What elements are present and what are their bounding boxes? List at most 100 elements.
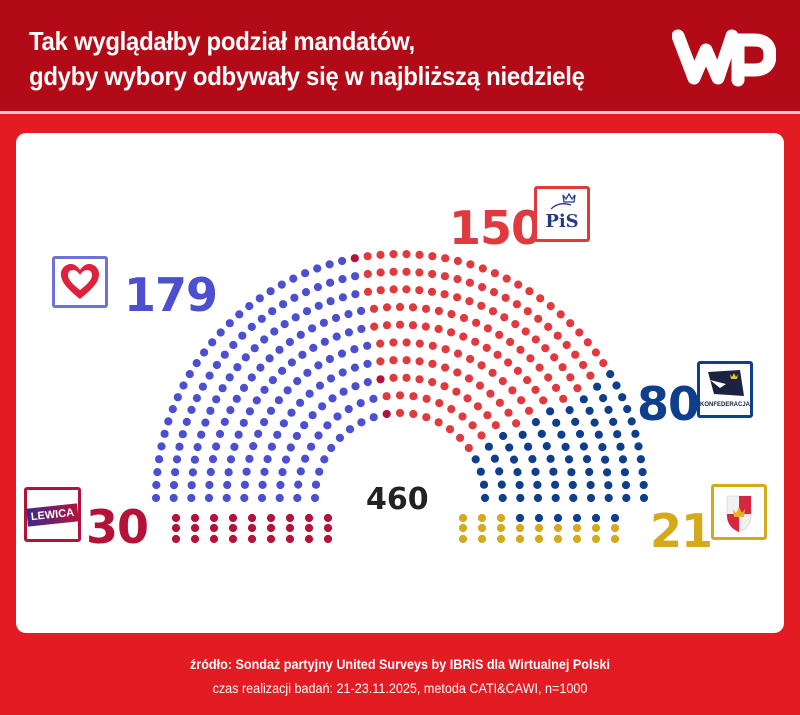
seat-dot bbox=[490, 454, 499, 463]
seat-dot bbox=[283, 386, 292, 395]
seat-dot bbox=[458, 513, 468, 523]
seat-dot bbox=[175, 442, 184, 451]
seat-dot bbox=[226, 406, 235, 415]
seat-dot bbox=[639, 480, 648, 490]
seat-dot bbox=[498, 377, 507, 386]
seat-dot bbox=[190, 523, 200, 533]
seat-dot bbox=[260, 467, 269, 476]
seat-dot bbox=[255, 294, 264, 303]
seat-dot bbox=[509, 455, 519, 464]
seat-dot bbox=[524, 442, 533, 451]
seat-dot bbox=[463, 394, 472, 403]
seat-dot bbox=[247, 523, 257, 533]
seat-dot bbox=[357, 324, 366, 334]
seat-dot bbox=[531, 418, 541, 427]
seat-dot bbox=[245, 407, 254, 416]
coat-of-arms-icon bbox=[726, 495, 752, 533]
seat-dot bbox=[618, 393, 627, 402]
seat-dot bbox=[534, 513, 544, 523]
seat-dot bbox=[591, 523, 601, 533]
seat-dot bbox=[579, 442, 589, 451]
seat-dot bbox=[228, 534, 238, 544]
seat-dot bbox=[557, 430, 566, 439]
seat-dot bbox=[568, 480, 577, 490]
seat-dot bbox=[240, 493, 249, 503]
seat-dot bbox=[247, 373, 256, 382]
page-title: Tak wyglądałby podział mandatów, gdyby w… bbox=[29, 24, 585, 94]
seat-dot bbox=[434, 306, 443, 316]
seat-dot bbox=[489, 288, 499, 297]
seat-dot bbox=[458, 412, 467, 421]
seat-dot bbox=[293, 493, 302, 503]
seat-dot bbox=[471, 455, 480, 464]
seat-dot bbox=[277, 280, 286, 289]
seat-dot bbox=[572, 523, 582, 533]
seat-dot bbox=[513, 366, 523, 375]
seat-dot bbox=[477, 534, 487, 544]
seat-dot bbox=[331, 313, 341, 323]
eagle-icon bbox=[708, 370, 744, 396]
seat-dot bbox=[247, 534, 257, 544]
seat-dot bbox=[222, 493, 231, 503]
seat-dot bbox=[613, 430, 622, 439]
seat-dot bbox=[301, 454, 310, 463]
seat-dot bbox=[257, 493, 267, 503]
seat-dot bbox=[590, 418, 599, 427]
seat-dot bbox=[566, 319, 575, 328]
seat-dot bbox=[206, 467, 215, 477]
seat-dot bbox=[320, 337, 329, 346]
seat-dot bbox=[389, 338, 398, 347]
footer: źródło: Sondaż partyjny United Surveys b… bbox=[0, 652, 800, 700]
seat-dot bbox=[389, 267, 398, 276]
seat-dot bbox=[323, 421, 332, 430]
seat-dot bbox=[187, 405, 196, 414]
seat-dot bbox=[516, 345, 525, 354]
seat-dot bbox=[639, 493, 649, 503]
seat-dot bbox=[205, 371, 214, 380]
seat-dot bbox=[562, 340, 571, 350]
seat-dot bbox=[276, 480, 285, 490]
wp-logo-icon bbox=[672, 29, 776, 87]
seat-dot bbox=[531, 335, 540, 344]
seat-dot bbox=[495, 398, 504, 407]
seat-dot bbox=[422, 394, 431, 403]
seat-dot bbox=[318, 402, 327, 411]
seat-dot bbox=[356, 399, 365, 408]
seat-dot bbox=[465, 278, 474, 287]
seat-dot bbox=[287, 358, 296, 367]
seat-dot bbox=[458, 523, 468, 533]
seat-dot bbox=[382, 409, 391, 419]
seat-dot bbox=[473, 402, 482, 411]
seat-dot bbox=[285, 523, 295, 533]
seat-dot bbox=[225, 373, 234, 382]
seat-dot bbox=[256, 363, 265, 372]
seat-dot bbox=[542, 442, 551, 451]
seat-dot bbox=[500, 313, 509, 322]
seat-dot bbox=[598, 443, 607, 452]
seat-dot bbox=[546, 407, 555, 416]
seat-dot bbox=[466, 354, 475, 364]
seat-dot bbox=[311, 480, 321, 489]
seat-dot bbox=[173, 393, 182, 402]
seat-dot bbox=[579, 395, 588, 404]
seat-dot bbox=[575, 328, 584, 337]
seat-dot bbox=[363, 359, 372, 368]
seat-dot bbox=[172, 455, 182, 464]
seat-dot bbox=[468, 421, 477, 430]
seat-dot bbox=[216, 328, 225, 337]
seat-dot bbox=[323, 534, 333, 544]
seat-dot bbox=[218, 384, 227, 393]
seat-dot bbox=[514, 280, 523, 289]
seat-dot bbox=[301, 288, 311, 297]
seat-dot bbox=[604, 481, 613, 490]
seat-dot bbox=[546, 302, 555, 311]
seat-dot bbox=[345, 425, 355, 434]
seat-dot bbox=[304, 513, 314, 523]
seat-dot bbox=[585, 406, 594, 415]
seat-dot bbox=[370, 322, 379, 331]
seat-dot bbox=[422, 413, 431, 422]
seat-dot bbox=[593, 382, 602, 391]
seat-dot bbox=[434, 324, 443, 334]
seat-dot bbox=[498, 493, 507, 503]
seat-dot bbox=[171, 534, 181, 544]
